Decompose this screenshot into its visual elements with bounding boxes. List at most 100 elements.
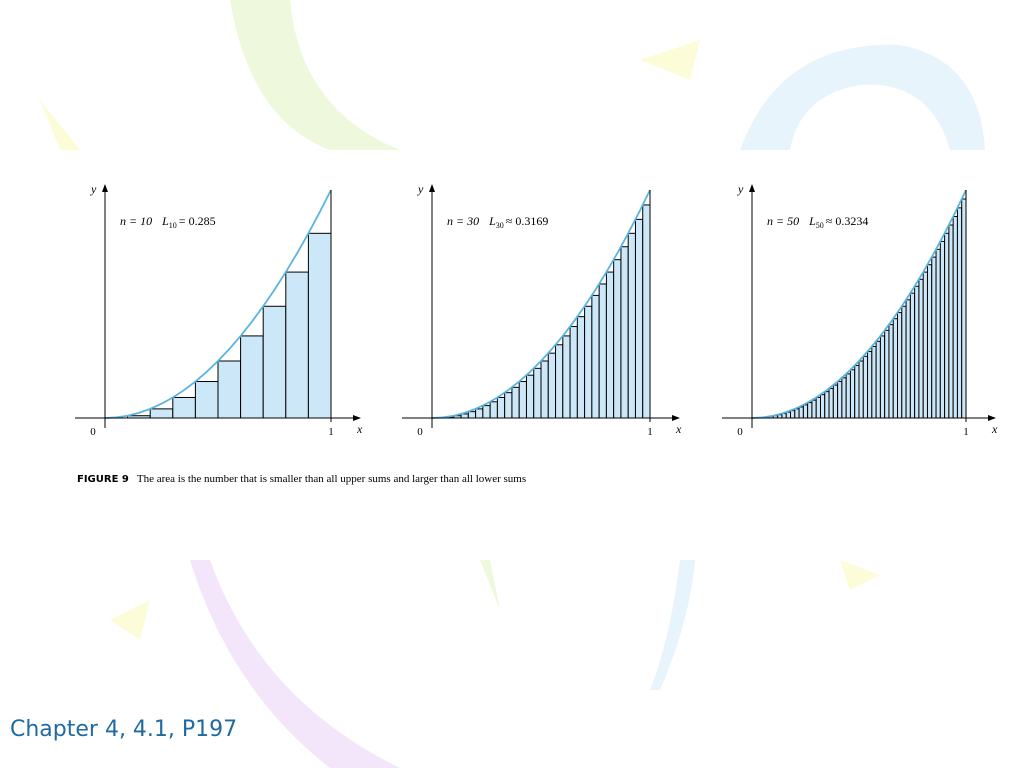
bar bbox=[802, 404, 809, 419]
bar bbox=[905, 299, 911, 419]
curve bbox=[751, 189, 967, 419]
bar bbox=[642, 204, 651, 419]
x-tick-label: 0 bbox=[737, 426, 743, 438]
y-arrow bbox=[429, 184, 435, 192]
bar bbox=[939, 240, 946, 419]
annotation-value: ≈ 0.3234 bbox=[826, 214, 869, 228]
footer: Chapter 4, 4.1, P197 bbox=[10, 717, 237, 742]
bar bbox=[815, 396, 821, 419]
x-tick-label: 1 bbox=[647, 426, 653, 438]
bar bbox=[935, 248, 941, 419]
caption-text: The area is the number that is smaller t… bbox=[137, 473, 526, 485]
bar bbox=[819, 394, 826, 419]
bar bbox=[931, 256, 937, 419]
bar bbox=[496, 396, 506, 419]
bar bbox=[897, 312, 903, 419]
y-axis-label: y bbox=[737, 182, 744, 196]
curve bbox=[431, 189, 651, 419]
bar bbox=[547, 352, 557, 419]
bar bbox=[824, 391, 830, 419]
x-arrow bbox=[988, 415, 996, 421]
bar bbox=[598, 283, 607, 419]
bar bbox=[613, 259, 622, 419]
bar bbox=[262, 305, 287, 419]
x-axis-label: x bbox=[675, 422, 682, 436]
bar bbox=[837, 381, 843, 419]
bar bbox=[525, 374, 535, 419]
bar bbox=[511, 386, 520, 419]
annotation-subscript: 30 bbox=[496, 221, 504, 230]
bar bbox=[914, 285, 920, 419]
bar bbox=[798, 406, 804, 419]
bar bbox=[240, 335, 264, 419]
bar bbox=[576, 316, 586, 419]
annotation-letter: L bbox=[161, 214, 169, 228]
annotation: n = 30 L30 ≈ 0.3169 bbox=[447, 214, 548, 230]
annotation-letter: L bbox=[808, 214, 816, 228]
y-arrow bbox=[102, 184, 108, 192]
bar bbox=[562, 335, 571, 419]
bar bbox=[901, 305, 907, 419]
bar bbox=[948, 224, 954, 419]
bar bbox=[867, 351, 873, 419]
bar bbox=[944, 232, 950, 419]
bar bbox=[832, 384, 839, 419]
x-tick-label: 0 bbox=[417, 426, 423, 438]
bar bbox=[307, 232, 332, 419]
bar bbox=[862, 355, 869, 419]
bar bbox=[828, 387, 834, 419]
annotation-n: n = 10 bbox=[120, 214, 152, 228]
chart: x y 0 1 n = 50 L50 ≈ 0.3234 bbox=[722, 182, 998, 438]
bar bbox=[504, 392, 513, 419]
curve bbox=[104, 189, 332, 419]
bar bbox=[845, 373, 851, 419]
bar bbox=[892, 318, 899, 419]
bar bbox=[584, 305, 593, 419]
bar bbox=[285, 271, 309, 419]
bar bbox=[518, 381, 527, 419]
y-axis-label: y bbox=[90, 182, 97, 196]
bar bbox=[879, 335, 886, 419]
annotation-value: = 0.285 bbox=[179, 214, 216, 228]
bar bbox=[475, 408, 484, 419]
bar bbox=[926, 264, 933, 419]
x-tick-label: 1 bbox=[328, 426, 334, 438]
bar bbox=[849, 369, 856, 419]
bar bbox=[467, 411, 477, 419]
bar bbox=[569, 326, 578, 419]
annotation-letter: L bbox=[488, 214, 496, 228]
bar bbox=[533, 367, 542, 419]
y-axis-label: y bbox=[417, 182, 424, 196]
annotation: n = 10 L10 = 0.285 bbox=[120, 214, 216, 230]
chart: x y 0 1 n = 30 L30 ≈ 0.3169 bbox=[402, 182, 682, 438]
bar bbox=[811, 399, 817, 419]
bar bbox=[854, 364, 860, 419]
bar bbox=[605, 271, 615, 419]
x-axis-label: x bbox=[356, 422, 363, 436]
bar bbox=[555, 344, 564, 419]
x-arrow bbox=[353, 415, 361, 421]
bar bbox=[781, 413, 787, 419]
bar bbox=[909, 292, 916, 419]
figure-panel bbox=[0, 150, 1024, 560]
x-arrow bbox=[672, 415, 680, 421]
caption-label: FIGURE 9 bbox=[77, 474, 129, 485]
bar bbox=[785, 411, 792, 419]
x-axis-label: x bbox=[991, 422, 998, 436]
bar bbox=[871, 345, 877, 419]
bar bbox=[952, 216, 958, 419]
annotation-subscript: 50 bbox=[816, 221, 824, 230]
annotation: n = 50 L50 ≈ 0.3234 bbox=[767, 214, 868, 230]
bar bbox=[482, 405, 491, 419]
annotation-n: n = 30 bbox=[447, 214, 479, 228]
bar bbox=[961, 198, 967, 419]
bar bbox=[540, 360, 549, 419]
chart: x y 0 1 n = 10 L10 = 0.285 bbox=[75, 182, 363, 438]
bar bbox=[172, 396, 196, 419]
bar bbox=[149, 408, 174, 419]
annotation-value: ≈ 0.3169 bbox=[506, 214, 549, 228]
bar bbox=[875, 340, 881, 419]
bar bbox=[634, 218, 644, 419]
bar bbox=[918, 278, 924, 419]
